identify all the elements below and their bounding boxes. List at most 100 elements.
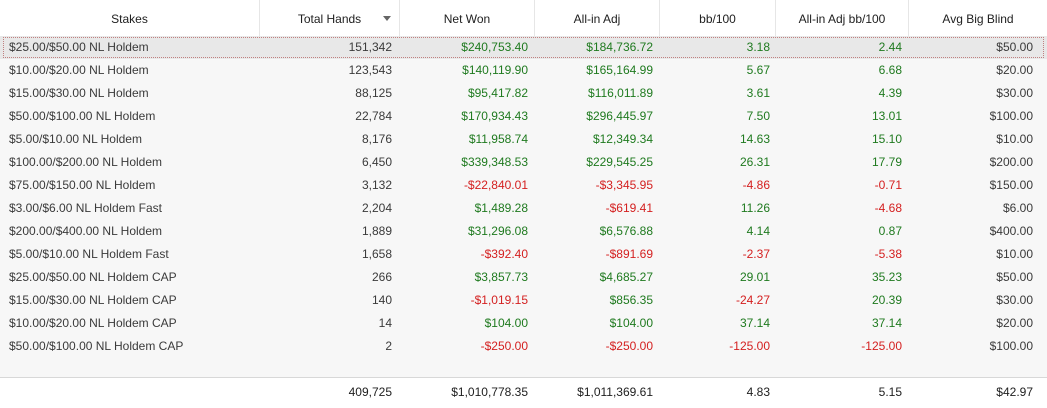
table-row[interactable]: $50.00/$100.00 NL Holdem 22,784 $170,934.4… xyxy=(0,105,1047,128)
cell-avg-big-blind: $20.00 xyxy=(996,316,1033,330)
cell-allin-adj: -$891.69 xyxy=(605,247,653,261)
cell-total-hands: 3,132 xyxy=(361,178,392,192)
column-header-allin-adj[interactable]: All-in Adj xyxy=(535,0,660,36)
cell-bb100: -4.86 xyxy=(742,178,770,192)
table-row[interactable]: $15.00/$30.00 NL Holdem 88,125 $95,417.82 $… xyxy=(0,82,1047,105)
cell-net-won: -$250.00 xyxy=(480,339,528,353)
cell-avg-big-blind: $150.00 xyxy=(989,178,1033,192)
cell-avg-big-blind: $30.00 xyxy=(996,293,1033,307)
cell-stakes: $25.00/$50.00 NL Holdem CAP xyxy=(9,270,177,284)
cell-avg-big-blind: $50.00 xyxy=(996,40,1033,54)
cell-stakes: $3.00/$6.00 NL Holdem Fast xyxy=(9,201,162,215)
cell-allin-adj-bb100: 0.87 xyxy=(878,224,902,238)
chevron-down-icon[interactable] xyxy=(383,16,391,21)
column-header-allin-adj-bb100[interactable]: All-in Adj bb/100 xyxy=(776,0,909,36)
column-header-bb100[interactable]: bb/100 xyxy=(660,0,776,36)
cell-total-hands: 1,889 xyxy=(361,224,392,238)
cell-stakes: $5.00/$10.00 NL Holdem xyxy=(9,132,142,146)
cell-bb100: 14.63 xyxy=(739,132,770,146)
cell-total-hands: 1,658 xyxy=(361,247,392,261)
table-row[interactable]: $10.00/$20.00 NL Holdem 123,543 $140,119.9… xyxy=(0,59,1047,82)
cell-stakes: $15.00/$30.00 NL Holdem CAP xyxy=(9,293,177,307)
table-row[interactable]: $3.00/$6.00 NL Holdem Fast 2,204 $1,489.28… xyxy=(0,197,1047,220)
totals-cell-stakes xyxy=(9,378,249,407)
cell-allin-adj-bb100: 20.39 xyxy=(871,293,902,307)
cell-avg-big-blind: $10.00 xyxy=(996,132,1033,146)
cell-allin-adj-bb100: 2.44 xyxy=(878,40,902,54)
table-row[interactable]: $75.00/$150.00 NL Holdem 3,132 -$22,840.01… xyxy=(0,174,1047,197)
column-header-avg-big-blind[interactable]: Avg Big Blind xyxy=(942,12,1014,26)
cell-stakes: $10.00/$20.00 NL Holdem xyxy=(9,63,149,77)
cell-allin-adj-bb100: 35.23 xyxy=(871,270,902,284)
cell-net-won: $31,296.08 xyxy=(467,224,528,238)
cell-bb100: 5.67 xyxy=(746,63,770,77)
totals-cell-total-hands: 409,725 xyxy=(348,385,392,399)
cell-net-won: $240,753.40 xyxy=(461,40,528,54)
table-row[interactable]: $15.00/$30.00 NL Holdem CAP 140 -$1,019.15… xyxy=(0,289,1047,312)
cell-allin-adj-bb100: 4.39 xyxy=(878,86,902,100)
cell-bb100: 37.14 xyxy=(739,316,770,330)
cell-allin-adj: -$619.41 xyxy=(605,201,653,215)
cell-allin-adj: $184,736.72 xyxy=(586,40,653,54)
cell-allin-adj: $165,164.99 xyxy=(586,63,653,77)
grid-body: $25.00/$50.00 NL Holdem 151,342 $240,753.4… xyxy=(0,36,1047,370)
cell-allin-adj-bb100: 37.14 xyxy=(871,316,902,330)
cell-avg-big-blind: $10.00 xyxy=(996,247,1033,261)
column-header-total-hands[interactable]: Total Hands xyxy=(260,0,400,36)
totals-cell-allin-adj-bb100: 5.15 xyxy=(878,385,902,399)
cell-avg-big-blind: $100.00 xyxy=(989,339,1033,353)
table-row[interactable]: $100.00/$200.00 NL Holdem 6,450 $339,348.5… xyxy=(0,151,1047,174)
cell-net-won: -$392.40 xyxy=(480,247,528,261)
cell-allin-adj: $296,445.97 xyxy=(586,109,653,123)
totals-cell-avg-big-blind: $42.97 xyxy=(996,385,1033,399)
cell-allin-adj: $104.00 xyxy=(609,316,653,330)
cell-bb100: 7.50 xyxy=(746,109,770,123)
cell-total-hands: 8,176 xyxy=(361,132,392,146)
cell-avg-big-blind: $6.00 xyxy=(1002,201,1033,215)
table-row[interactable]: $200.00/$400.00 NL Holdem 1,889 $31,296.08… xyxy=(0,220,1047,243)
cell-net-won: $3,857.73 xyxy=(474,270,528,284)
cell-bb100: 29.01 xyxy=(739,270,770,284)
cell-avg-big-blind: $100.00 xyxy=(989,109,1033,123)
cell-net-won: $1,489.28 xyxy=(474,201,528,215)
cell-net-won: $140,119.90 xyxy=(462,63,528,77)
cell-avg-big-blind: $20.00 xyxy=(996,63,1033,77)
cell-net-won: -$1,019.15 xyxy=(470,293,528,307)
cell-total-hands: 140 xyxy=(371,293,392,307)
cell-total-hands: 22,784 xyxy=(355,109,392,123)
cell-bb100: 11.26 xyxy=(740,201,770,215)
table-row[interactable]: $5.00/$10.00 NL Holdem Fast 1,658 -$392.40… xyxy=(0,243,1047,266)
cell-stakes: $15.00/$30.00 NL Holdem xyxy=(9,86,149,100)
table-row[interactable]: $50.00/$100.00 NL Holdem CAP 2 -$250.00 -$2… xyxy=(0,335,1047,358)
column-header-stakes[interactable]: Stakes xyxy=(0,0,260,36)
cell-allin-adj-bb100: -125.00 xyxy=(861,339,902,353)
cell-stakes: $5.00/$10.00 NL Holdem Fast xyxy=(9,247,169,261)
cell-allin-adj: $229,545.25 xyxy=(586,155,653,169)
table-row[interactable]: $25.00/$50.00 NL Holdem 151,342 $240,753.4… xyxy=(0,36,1047,59)
cell-total-hands: 14 xyxy=(378,316,392,330)
cell-net-won: $95,417.82 xyxy=(467,86,528,100)
table-row[interactable]: $10.00/$20.00 NL Holdem CAP 14 $104.00 $104… xyxy=(0,312,1047,335)
totals-cell-bb100: 4.83 xyxy=(746,385,770,399)
cell-stakes: $50.00/$100.00 NL Holdem CAP xyxy=(9,339,184,353)
totals-cell-allin-adj: $1,011,369.61 xyxy=(577,385,653,399)
cell-allin-adj: $12,349.34 xyxy=(592,132,653,146)
table-row[interactable]: $5.00/$10.00 NL Holdem 8,176 $11,958.74 $12… xyxy=(0,128,1047,151)
cell-allin-adj-bb100: 13.01 xyxy=(871,109,902,123)
cell-bb100: 26.31 xyxy=(739,155,770,169)
cell-bb100: -2.37 xyxy=(742,247,770,261)
cell-stakes: $10.00/$20.00 NL Holdem CAP xyxy=(9,316,177,330)
cell-total-hands: 2 xyxy=(385,339,392,353)
column-header-net-won[interactable]: Net Won xyxy=(400,0,535,36)
cell-allin-adj: $856.35 xyxy=(609,293,653,307)
table-row[interactable]: $25.00/$50.00 NL Holdem CAP 266 $3,857.73 $… xyxy=(0,266,1047,289)
cell-allin-adj-bb100: 6.68 xyxy=(878,63,902,77)
totals-row: 409,725 $1,010,778.35 $1,011,369.61 4.83… xyxy=(0,377,1047,408)
cell-bb100: 3.61 xyxy=(746,86,770,100)
cell-total-hands: 151,342 xyxy=(348,40,392,54)
cell-avg-big-blind: $30.00 xyxy=(996,86,1033,100)
cell-net-won: $339,348.53 xyxy=(461,155,528,169)
cell-bb100: -24.27 xyxy=(735,293,770,307)
cell-allin-adj-bb100: 17.79 xyxy=(871,155,902,169)
